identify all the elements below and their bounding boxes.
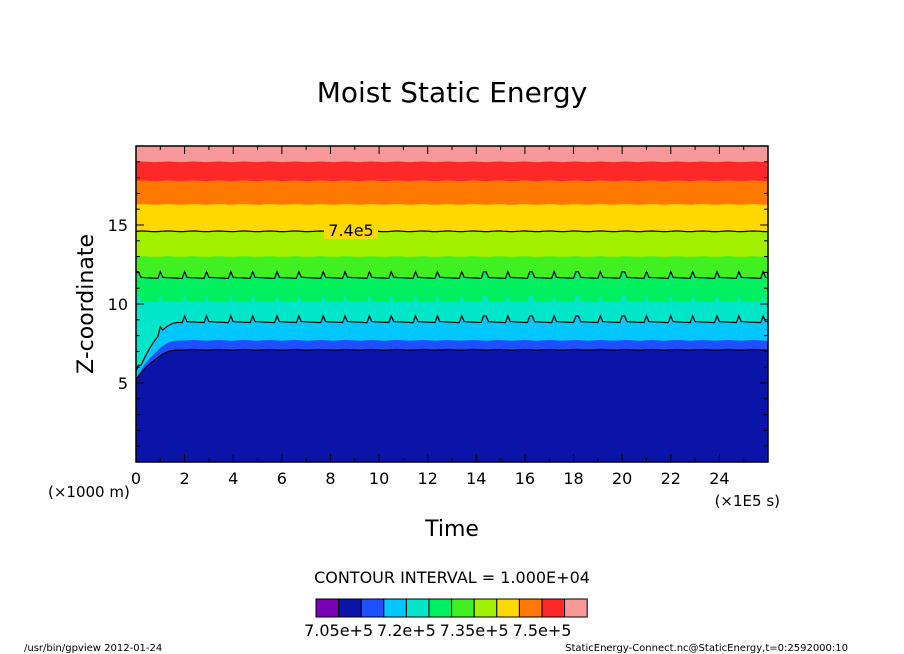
colorbar-swatch (405, 598, 430, 618)
x-tick-label: 6 (277, 469, 287, 488)
colorbar-swatch (518, 598, 543, 618)
colorbar-labels: 7.05e+5 7.2e+5 7.35e+5 7.5e+5 (304, 621, 571, 640)
x-tick-label: 4 (228, 469, 238, 488)
contour-line (136, 348, 768, 381)
contour-lines (136, 230, 768, 381)
contour-line (136, 269, 768, 280)
footer-left: /usr/bin/gpview 2012-01-24 (24, 643, 162, 654)
colorbar-swatch (451, 598, 475, 618)
contour-line (136, 314, 768, 372)
plot-area (136, 146, 768, 462)
x-unit-label: (×1E5 s) (715, 492, 780, 510)
y-axis-ticks: 5 10 15 (108, 145, 768, 463)
colorbar-swatch (428, 598, 453, 618)
contour-interval-text: CONTOUR INTERVAL = 1.000E+04 (314, 568, 590, 587)
contour-line (136, 230, 768, 233)
colorbar-swatch (383, 598, 407, 618)
x-tick-label: 20 (612, 469, 632, 488)
contour-label: 7.4e5 (328, 221, 373, 240)
colorbar-tick-label: 7.5e+5 (513, 621, 572, 640)
x-tick-label: 8 (325, 469, 335, 488)
x-tick-label: 16 (515, 469, 535, 488)
x-tick-label: 0 (131, 469, 141, 488)
contour-bands (136, 146, 768, 462)
x-tick-label: 2 (180, 469, 190, 488)
colorbar-swatch (541, 598, 566, 618)
chart-title: Moist Static Energy (317, 76, 588, 109)
x-tick-label: 10 (369, 469, 389, 488)
x-tick-label: 12 (418, 469, 438, 488)
y-tick-label: 15 (108, 216, 128, 235)
x-tick-label: 22 (661, 469, 681, 488)
contour-label-bg (324, 221, 378, 239)
x-tick-label: 14 (466, 469, 486, 488)
colorbar-swatch (473, 598, 498, 618)
x-axis-ticks: 0 2 4 6 8 10 12 14 16 18 20 22 24 (131, 146, 769, 488)
colorbar-tick-label: 7.05e+5 (304, 621, 373, 640)
colorbar-swatch (315, 598, 340, 618)
colorbar-swatch (338, 598, 362, 618)
y-axis-label: Z-coordinate (74, 234, 99, 374)
colorbar-swatch (496, 598, 520, 618)
colorbar-swatch (564, 598, 588, 618)
footer-right: StaticEnergy-Connect.nc@StaticEnergy,t=0… (565, 643, 848, 654)
y-tick-label: 10 (108, 295, 128, 314)
y-unit-label: (×1000 m) (48, 483, 130, 501)
x-tick-label: 24 (709, 469, 729, 488)
contour-band (136, 349, 768, 462)
colorbar (315, 598, 588, 618)
colorbar-tick-label: 7.35e+5 (440, 621, 509, 640)
y-tick-label: 5 (118, 374, 128, 393)
colorbar-swatch (360, 598, 385, 618)
x-axis-label: Time (424, 517, 479, 542)
colorbar-tick-label: 7.2e+5 (377, 621, 436, 640)
x-tick-label: 18 (563, 469, 583, 488)
